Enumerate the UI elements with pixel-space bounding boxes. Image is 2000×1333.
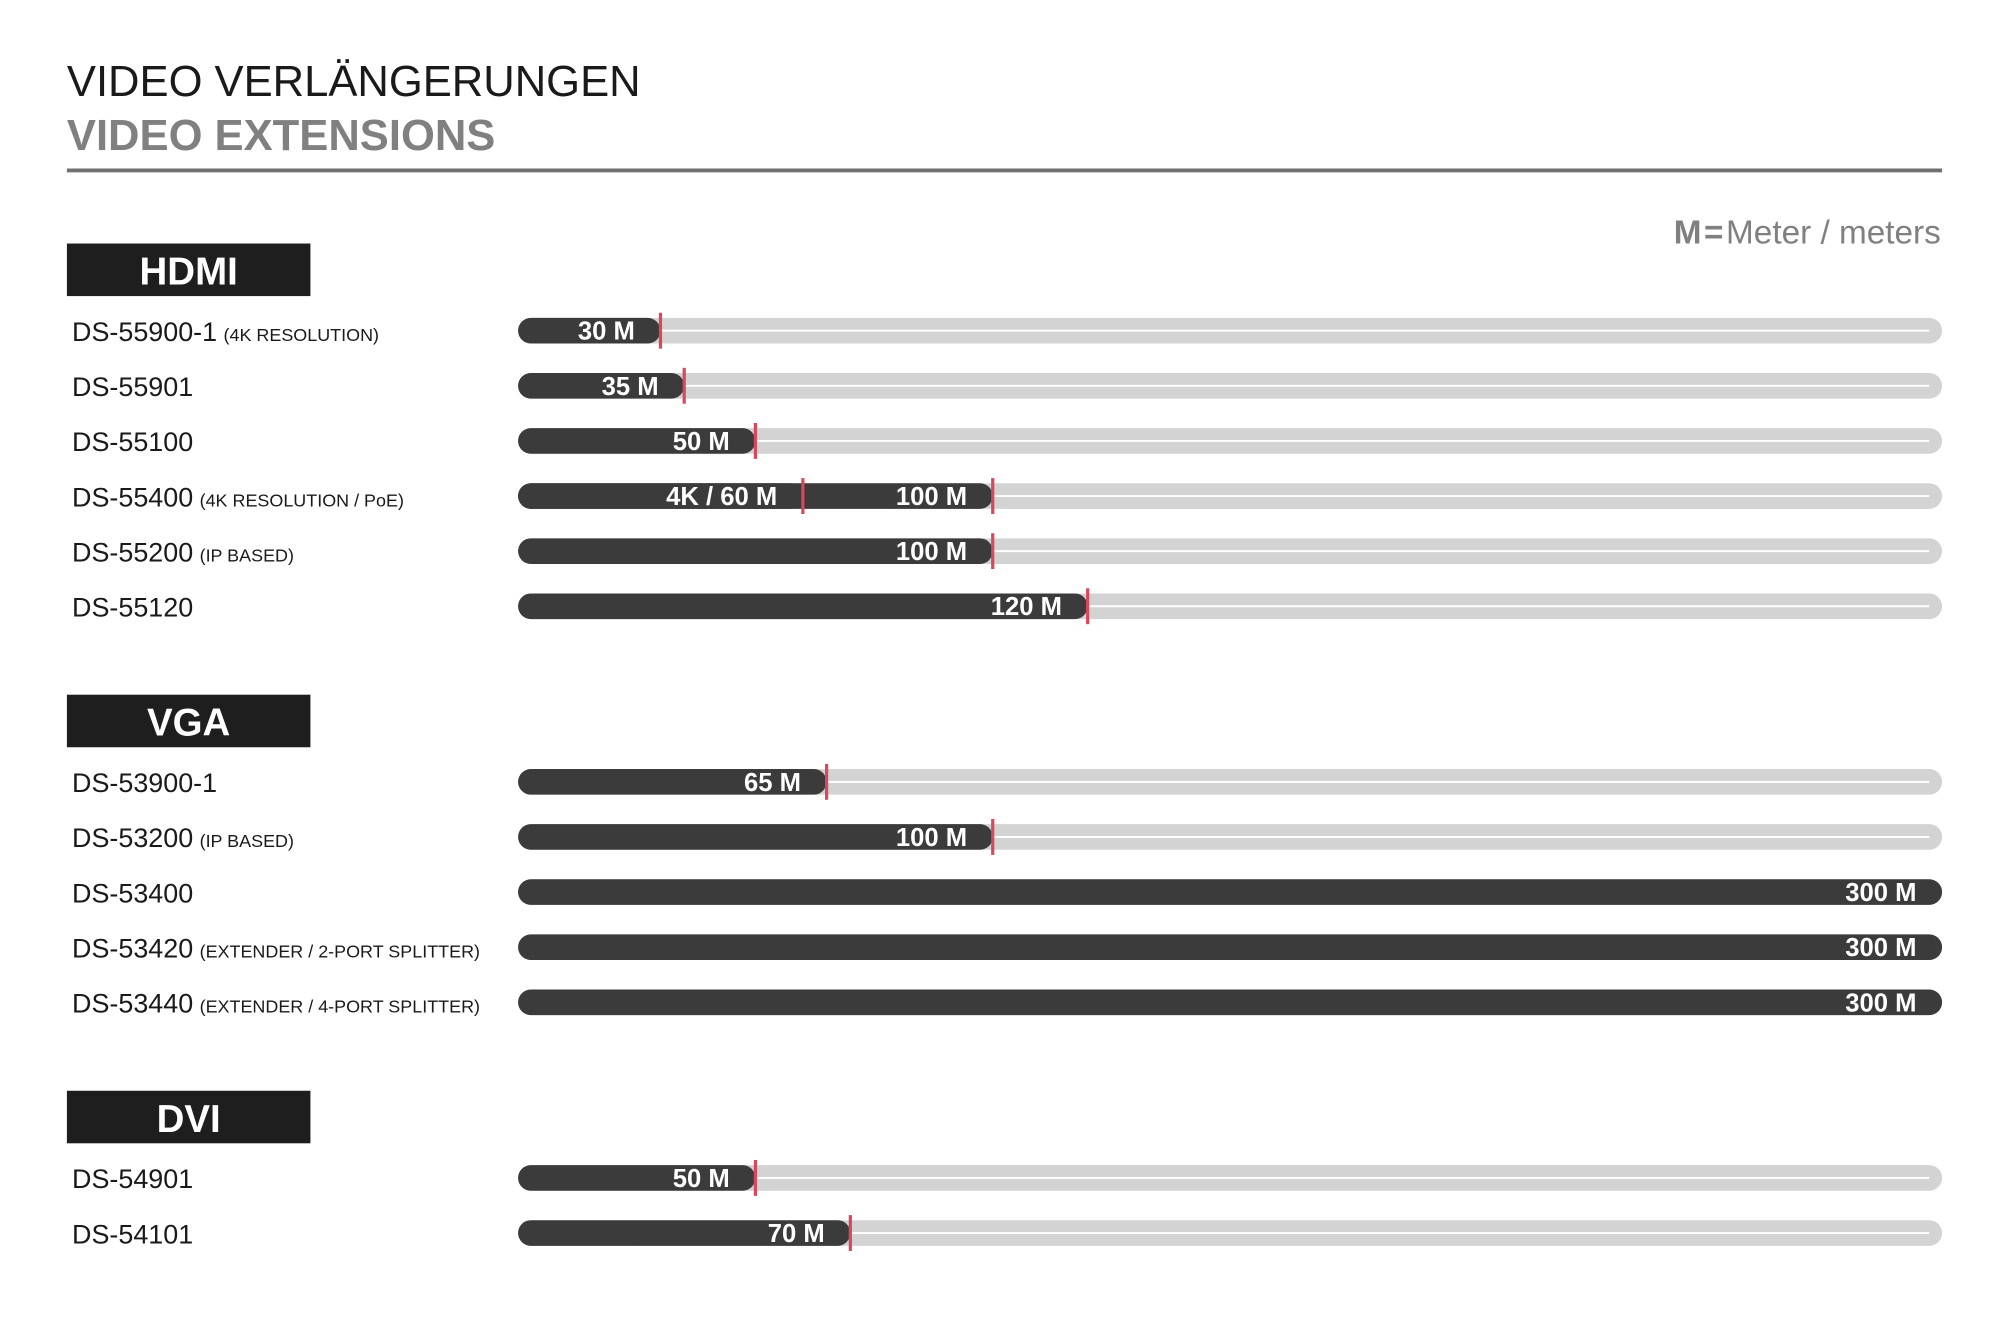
model: DS-55100: [72, 427, 193, 457]
bar: [518, 934, 1943, 961]
title: VIDEO VERLÄNGERUNGEN: [67, 58, 641, 106]
model: DS-55901: [72, 372, 193, 402]
row-label: DS-53400: [72, 878, 193, 908]
bar: [518, 428, 756, 454]
value-label: 300 M: [1845, 934, 1916, 962]
model-note: (4K RESOLUTION / PoE): [200, 490, 404, 510]
value-label: 100 M: [896, 824, 967, 852]
model-note: (IP BASED): [200, 545, 294, 565]
model: DS-54901: [72, 1164, 193, 1194]
row-label: DS-55200 (IP BASED): [72, 537, 294, 567]
bar: [518, 483, 803, 509]
value-label: 300 M: [1845, 879, 1916, 907]
value-label: 65 M: [744, 769, 801, 797]
value-label: 70 M: [768, 1220, 825, 1248]
model: DS-53400: [72, 878, 193, 908]
bar: [518, 372, 685, 399]
value-label: 35 M: [602, 373, 659, 401]
model-note: (EXTENDER / 4-PORT SPLITTER): [200, 997, 480, 1017]
bar: [518, 989, 1943, 1016]
bar: [518, 1165, 756, 1191]
model: DS-53200: [72, 823, 193, 853]
model: DS-55200: [72, 537, 193, 567]
row-label: DS-55400 (4K RESOLUTION / PoE): [72, 482, 404, 512]
model-note: (4K RESOLUTION): [224, 325, 379, 345]
row-label: DS-55120: [72, 593, 193, 623]
group-name: VGA: [147, 702, 230, 745]
row-label: DS-54101: [72, 1219, 193, 1249]
group-name: HDMI: [140, 251, 238, 294]
row-label: DS-53900-1: [72, 768, 217, 798]
model-note: (EXTENDER / 2-PORT SPLITTER): [200, 941, 480, 961]
group-header: [66, 1090, 311, 1144]
model: DS-55120: [72, 593, 193, 623]
model: DS-54101: [72, 1219, 193, 1249]
value-label: 30 M: [578, 318, 635, 346]
row-label: DS-54901: [72, 1164, 193, 1194]
bar: [518, 1220, 851, 1246]
bar: [518, 769, 827, 795]
model: DS-53440: [72, 989, 193, 1019]
group-header: [66, 694, 311, 748]
model-note: (IP BASED): [200, 831, 294, 851]
value-label: 50 M: [673, 1165, 730, 1193]
bar: [518, 593, 1088, 620]
bar: [518, 538, 993, 564]
row-label: DS-55901: [72, 372, 193, 402]
unit-text: Meter / meters: [1726, 215, 1941, 252]
value-label: 100 M: [896, 538, 967, 566]
model: DS-53420: [72, 933, 193, 963]
value-label: 120 M: [991, 593, 1062, 621]
row-label: DS-53440 (EXTENDER / 4-PORT SPLITTER): [72, 989, 480, 1019]
model: DS-53900-1: [72, 768, 217, 798]
row-label: DS-53200 (IP BASED): [72, 823, 294, 853]
unit-note: M=Meter / meters: [1674, 215, 1941, 252]
unit-symbol: M: [1674, 215, 1702, 252]
unit-equals: =: [1704, 215, 1723, 252]
row-label: DS-55900-1 (4K RESOLUTION): [72, 317, 379, 347]
value-label: 50 M: [673, 428, 730, 456]
group-header: [66, 243, 311, 297]
row-label: DS-55100: [72, 427, 193, 457]
value-label: 4K / 60 M: [666, 483, 777, 511]
subtitle: VIDEO EXTENSIONS: [67, 112, 495, 160]
model: DS-55400: [72, 482, 193, 512]
bar: [518, 317, 661, 344]
bar: [518, 824, 993, 850]
bar: [518, 879, 1943, 905]
group-name: DVI: [157, 1098, 221, 1141]
value-label: 300 M: [1845, 989, 1916, 1017]
row-label: DS-53420 (EXTENDER / 2-PORT SPLITTER): [72, 933, 480, 963]
model: DS-55900-1: [72, 317, 217, 347]
value-label: 100 M: [896, 483, 967, 511]
